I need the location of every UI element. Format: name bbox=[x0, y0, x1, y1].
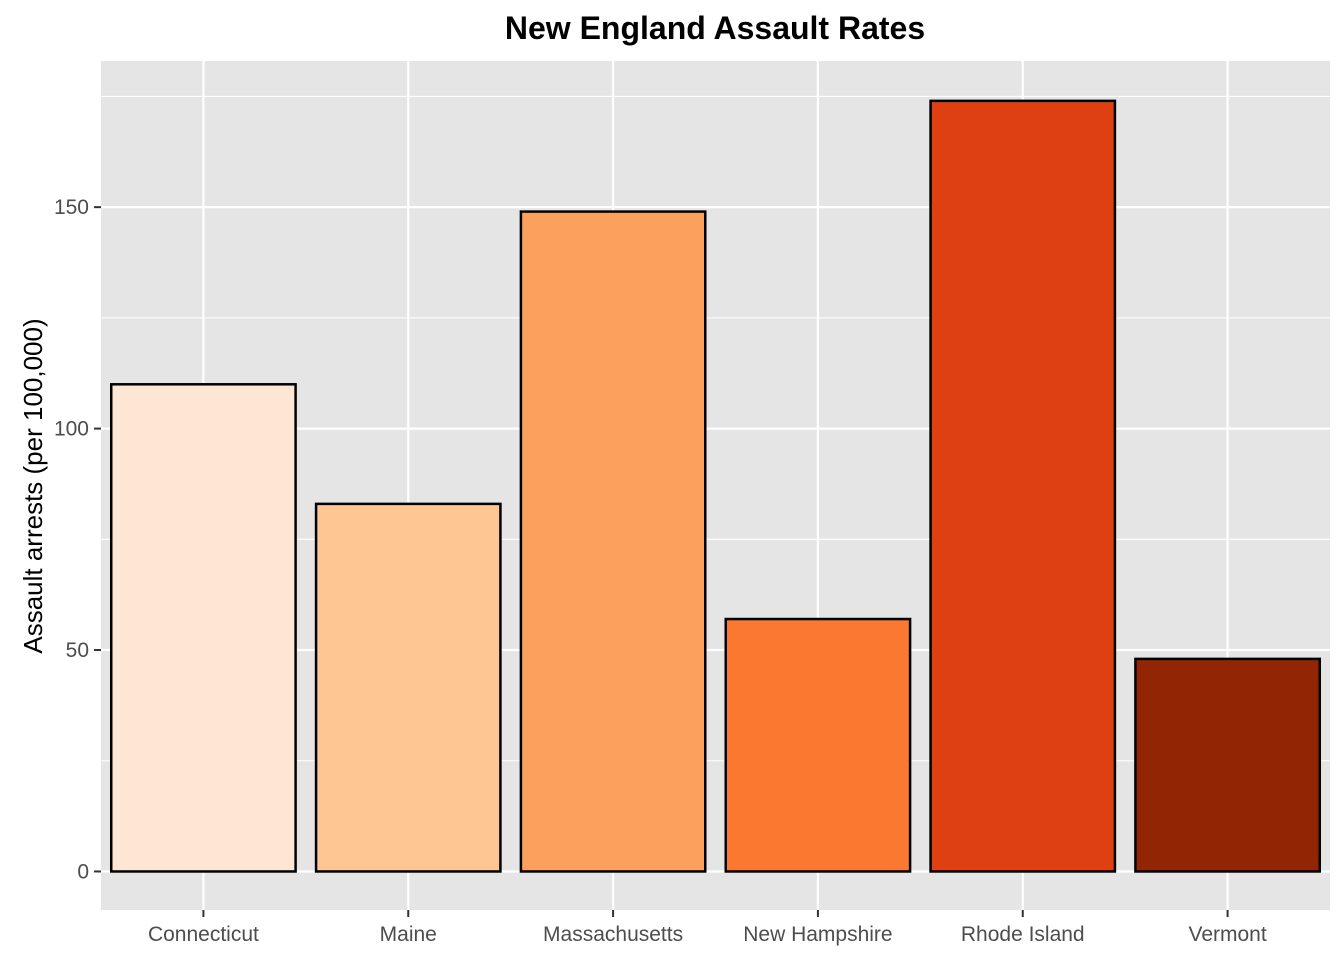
plot-panel bbox=[101, 61, 1330, 910]
bar bbox=[1134, 657, 1322, 873]
x-axis: Connecticut Maine Massachusetts New Hampshi… bbox=[148, 910, 1267, 946]
x-tick-label: Rhode Island bbox=[961, 923, 1085, 946]
x-tick-label: Massachusetts bbox=[543, 923, 683, 946]
bar bbox=[929, 99, 1117, 873]
y-tick-label: 50 bbox=[66, 639, 89, 662]
y-tick-label: 0 bbox=[77, 860, 89, 883]
y-tick-label: 100 bbox=[54, 418, 89, 441]
chart-title: New England Assault Rates bbox=[505, 10, 925, 46]
x-tick-label: New Hampshire bbox=[743, 923, 892, 946]
bar bbox=[314, 502, 502, 873]
bar bbox=[109, 383, 297, 873]
x-tick-label: Maine bbox=[380, 923, 437, 946]
x-tick-label: Connecticut bbox=[148, 923, 259, 946]
y-axis: 0 50 100 150 bbox=[54, 196, 101, 883]
y-axis-title: Assault arrests (per 100,000) bbox=[18, 318, 48, 653]
bar bbox=[724, 617, 912, 873]
bar bbox=[519, 210, 707, 873]
y-tick-label: 150 bbox=[54, 196, 89, 219]
x-tick-label: Vermont bbox=[1188, 923, 1266, 946]
bars bbox=[109, 99, 1322, 873]
